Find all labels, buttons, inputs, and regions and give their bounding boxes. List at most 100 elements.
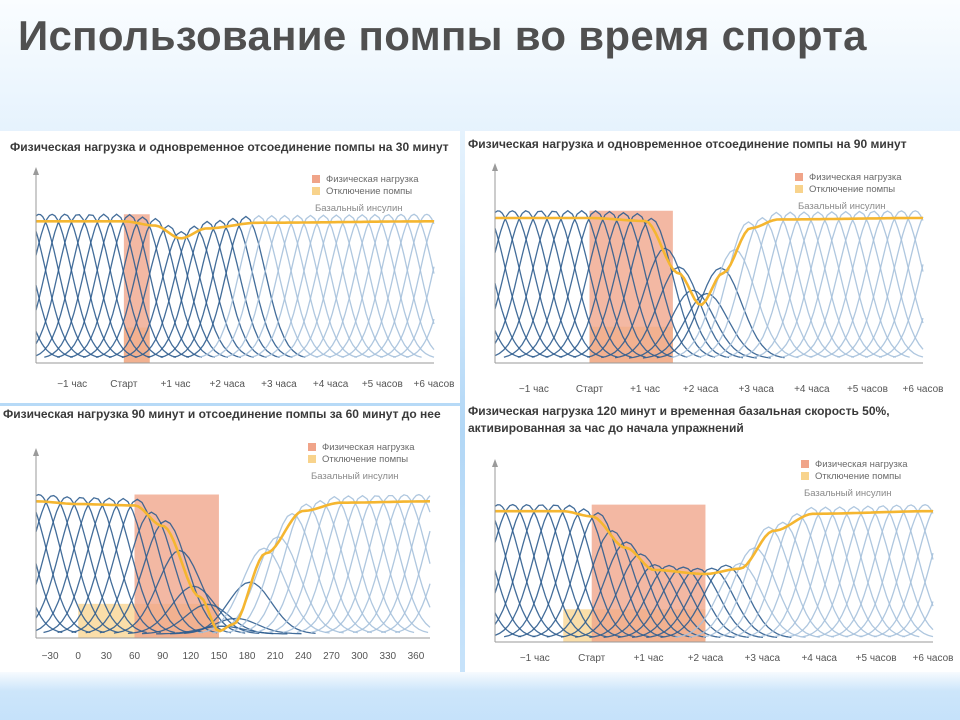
- basal-insulin-line: [495, 216, 923, 307]
- x-tick-label: Старт: [576, 384, 604, 395]
- insulin-action-curve: [296, 494, 429, 634]
- insulin-action-curve: [646, 567, 778, 639]
- x-tick-label: +1 час: [630, 384, 660, 395]
- insulin-action-curve: [795, 210, 924, 358]
- insulin-action-curve: [781, 210, 910, 358]
- insulin-action-curve: [851, 210, 924, 358]
- insulin-action-curve: [35, 213, 99, 358]
- insulin-action-curve: [503, 209, 632, 358]
- exercise-swatch: [801, 460, 809, 468]
- chart-3-legend: Физическая нагрузка Отключение помпы Баз…: [308, 441, 415, 482]
- insulin-action-curve: [134, 225, 254, 359]
- x-tick-label: +3 часа: [745, 653, 781, 664]
- basal-insulin-line: [36, 220, 434, 240]
- insulin-action-curve: [57, 497, 190, 634]
- insulin-action-curve: [35, 494, 119, 634]
- insulin-action-curve: [160, 219, 280, 359]
- insulin-action-curve: [35, 496, 147, 634]
- x-tick-label: +2 часа: [683, 384, 719, 395]
- x-tick-label: 30: [101, 651, 113, 662]
- legend-basal: Базальный инсулин: [798, 201, 886, 212]
- y-axis-arrow: [492, 459, 498, 467]
- insulin-action-curve: [198, 547, 330, 634]
- x-tick-label: 150: [211, 651, 228, 662]
- y-axis-arrow: [33, 167, 39, 175]
- chart-1-title-text: Физическая нагрузка и одновременное отсо…: [10, 140, 449, 154]
- insulin-action-curve: [873, 509, 934, 638]
- x-tick-label: 210: [267, 651, 284, 662]
- chart-1-title: Физическая нагрузка и одновременное отсо…: [10, 139, 449, 156]
- insulin-action-curve: [250, 214, 371, 358]
- insulin-action-curve: [494, 503, 579, 638]
- legend-exercise: Физическая нагрузка: [815, 458, 908, 470]
- insulin-action-curve: [545, 210, 674, 358]
- insulin-action-curve: [859, 504, 934, 638]
- insulin-action-curve: [614, 266, 744, 359]
- insulin-action-curve: [788, 505, 920, 638]
- insulin-action-curve: [405, 318, 435, 358]
- x-tick-label: +6 часов: [414, 379, 455, 390]
- insulin-action-curve: [816, 505, 934, 638]
- insulin-action-curve: [82, 216, 203, 358]
- insulin-action-curve: [302, 213, 422, 358]
- insulin-action-curve: [184, 581, 316, 635]
- basal-insulin-line: [35, 500, 430, 633]
- insulin-action-curve: [837, 210, 924, 358]
- chart-panel-3: −30 0 30 60 90 120 150 180 210 240 270 300 330 360 Фи…: [0, 406, 460, 672]
- legend-pump-off: Отключение помпы: [322, 453, 409, 465]
- insulin-curves: [494, 503, 934, 639]
- insulin-action-curve: [43, 497, 175, 634]
- insulin-action-curve: [726, 211, 855, 358]
- insulin-action-curve: [69, 213, 190, 358]
- x-tick-label: +5 часов: [362, 379, 403, 390]
- legend-basal: Базальный инсулин: [315, 203, 403, 214]
- x-tick-label: 90: [157, 651, 169, 662]
- slide-title: Использование помпы во время спорта: [18, 12, 867, 59]
- exercise-swatch: [308, 443, 316, 451]
- x-tick-label: +3 часа: [738, 384, 774, 395]
- chart-4-legend: Физическая нагрузка Отключение помпы Баз…: [801, 458, 908, 499]
- x-tick-label: +2 часа: [688, 653, 724, 664]
- bottom-decor-band: [0, 672, 960, 720]
- insulin-action-curve: [494, 210, 618, 358]
- insulin-action-curve: [759, 506, 892, 638]
- chart-panel-4: −1 час Старт +1 час +2 часа +3 часа +4 часа +5…: [465, 400, 960, 672]
- insulin-action-curve: [494, 503, 593, 638]
- insulin-action-curve: [674, 562, 806, 638]
- insulin-action-curve: [494, 210, 591, 358]
- chart-1-legend: Физическая нагрузка Отключение помпы Баз…: [312, 173, 419, 214]
- insulin-action-curve: [494, 504, 607, 638]
- insulin-action-curve: [186, 215, 306, 358]
- x-tick-label: 240: [295, 651, 312, 662]
- chart-2-svg: −1 час Старт +1 час +2 часа +3 часа +4 часа +5…: [492, 163, 943, 395]
- legend-exercise: Физическая нагрузка: [809, 171, 902, 183]
- x-tick-label: +4 часа: [313, 379, 349, 390]
- x-tick-label: Старт: [110, 379, 138, 390]
- insulin-action-curve: [546, 529, 678, 638]
- insulin-action-curve: [823, 210, 924, 358]
- insulin-action-curve: [341, 213, 435, 358]
- x-tick-label: Старт: [578, 653, 606, 664]
- insulin-action-curve: [831, 504, 934, 638]
- insulin-action-curve: [276, 214, 396, 358]
- insulin-action-curve: [845, 504, 934, 638]
- insulin-action-curve: [141, 603, 274, 635]
- insulin-action-curve: [601, 247, 730, 359]
- x-tick-label: +1 час: [161, 379, 191, 390]
- insulin-action-curve: [35, 284, 73, 358]
- chart-4-title: Физическая нагрузка 120 минут и временна…: [468, 403, 958, 437]
- x-tick-label: −1 час: [57, 379, 87, 390]
- insulin-action-curve: [617, 566, 749, 639]
- insulin-action-curve: [494, 210, 605, 358]
- insulin-action-curve: [745, 506, 877, 638]
- insulin-action-curve: [698, 216, 827, 358]
- insulin-action-curve: [173, 217, 293, 358]
- insulin-action-curve: [878, 264, 924, 358]
- insulin-action-curve: [865, 216, 924, 358]
- chart-3-svg: −30 0 30 60 90 120 150 180 210 240 270 300 330 360: [33, 448, 431, 662]
- insulin-action-curve: [892, 317, 924, 358]
- insulin-action-curve: [656, 267, 785, 359]
- insulin-action-curve: [712, 211, 841, 358]
- chart-panel-1: −1 час Старт +1 час +2 часа +3 часа +4 часа +5…: [0, 131, 460, 403]
- insulin-action-curve: [494, 210, 577, 358]
